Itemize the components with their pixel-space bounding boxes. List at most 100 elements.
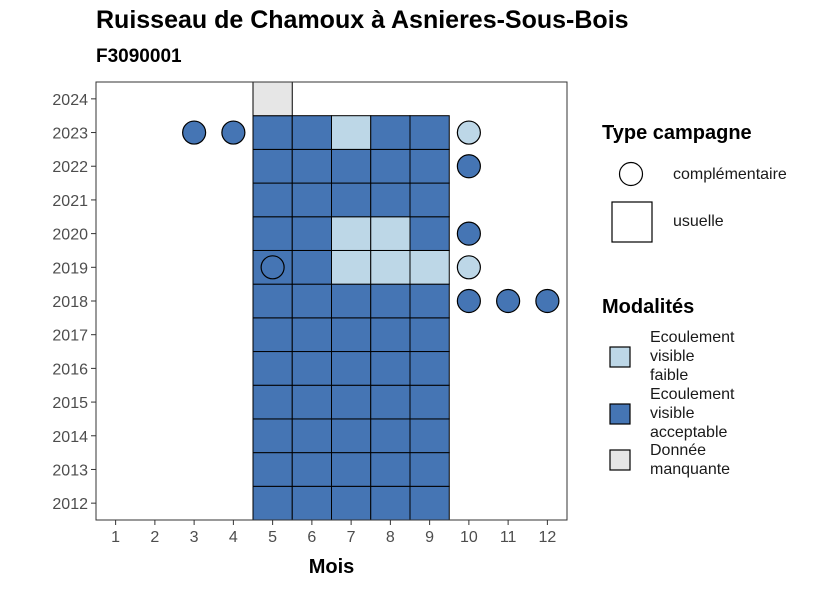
- legend-key-acceptable: [609, 403, 631, 425]
- y-tick-label-2017: 2017: [52, 328, 88, 345]
- tile-2019-6: [291, 249, 332, 285]
- point-2018-12: [535, 288, 560, 314]
- tile-2024-5: [252, 81, 293, 117]
- tile-2017-6: [291, 317, 332, 353]
- tile-2012-8: [370, 485, 411, 521]
- y-tick-label-2014: 2014: [52, 429, 88, 446]
- tile-2017-7: [331, 317, 372, 353]
- point-2023-10: [456, 120, 481, 145]
- legend-key-faible: [609, 346, 631, 368]
- tile-2015-9: [409, 384, 450, 420]
- legend-type-campagne-title: Type campagne: [602, 122, 752, 144]
- tile-2012-7: [331, 485, 372, 521]
- tile-2020-6: [291, 216, 332, 251]
- tile-2018-5: [252, 283, 293, 319]
- tile-2016-8: [370, 351, 411, 386]
- x-tick-label-5: 5: [268, 529, 277, 546]
- tile-2020-7: [331, 216, 372, 251]
- point-2019-10: [456, 255, 481, 280]
- legend-label-acceptable: Ecoulement visible acceptable: [650, 386, 735, 441]
- tile-2014-6: [291, 418, 332, 454]
- tile-2017-8: [370, 317, 411, 353]
- y-tick-label-2016: 2016: [52, 361, 88, 378]
- tile-2018-7: [331, 283, 372, 319]
- tile-2022-7: [331, 148, 372, 184]
- tile-2021-8: [370, 182, 411, 218]
- tile-2013-7: [331, 452, 372, 487]
- x-tick-label-7: 7: [347, 529, 356, 546]
- tile-2018-6: [291, 283, 332, 319]
- tile-2023-6: [291, 115, 332, 150]
- tile-2021-5: [252, 182, 293, 218]
- tile-2019-7: [331, 249, 372, 285]
- tile-2022-5: [252, 148, 293, 184]
- tile-2021-6: [291, 182, 332, 218]
- x-tick-label-10: 10: [460, 529, 478, 546]
- tile-2014-5: [252, 418, 293, 454]
- x-tick-label-12: 12: [538, 529, 556, 546]
- tile-2015-8: [370, 384, 411, 420]
- x-tick-label-4: 4: [229, 529, 238, 546]
- tile-2012-6: [291, 485, 332, 521]
- legend-key-manquante: [609, 449, 631, 471]
- tile-2017-9: [409, 317, 450, 353]
- x-tick-label-2: 2: [150, 529, 159, 546]
- y-tick-label-2022: 2022: [52, 159, 88, 176]
- chart-subtitle: F3090001: [96, 46, 182, 67]
- tile-2012-5: [252, 485, 293, 521]
- tile-2022-6: [291, 148, 332, 184]
- tile-2021-9: [409, 182, 450, 218]
- legend-label-manquante: Donnée manquante: [650, 442, 731, 478]
- tile-2019-8: [370, 249, 411, 285]
- y-tick-label-2020: 2020: [52, 227, 88, 244]
- tile-2014-9: [409, 418, 450, 454]
- tile-2014-8: [370, 418, 411, 454]
- point-2022-10: [456, 154, 481, 179]
- tile-2013-6: [291, 452, 332, 487]
- tile-2018-9: [409, 283, 450, 319]
- point-2020-10: [456, 221, 481, 246]
- tile-2015-6: [291, 384, 332, 420]
- legend-label-usuelle: usuelle: [673, 213, 724, 230]
- x-tick-label-8: 8: [386, 529, 395, 546]
- legend-label-faible: Ecoulement visible faible: [650, 329, 735, 384]
- tile-2015-5: [252, 384, 293, 420]
- point-2023-4: [221, 120, 246, 145]
- tile-2021-7: [331, 182, 372, 218]
- x-axis-title: Mois: [309, 556, 355, 578]
- tile-2022-8: [370, 148, 411, 184]
- point-2023-3: [182, 120, 207, 145]
- legend-modalites-title: Modalités: [602, 296, 695, 318]
- x-tick-label-1: 1: [111, 529, 120, 546]
- tile-2023-9: [409, 115, 450, 150]
- y-tick-label-2023: 2023: [52, 126, 88, 143]
- tile-2016-5: [252, 351, 293, 386]
- tile-2016-6: [291, 351, 332, 386]
- tile-2013-8: [370, 452, 411, 487]
- point-2019-5: [260, 255, 285, 280]
- legend-label-complementaire: complémentaire: [673, 166, 787, 183]
- chart-title: Ruisseau de Chamoux à Asnieres-Sous-Bois: [96, 6, 629, 34]
- tile-2019-9: [409, 249, 450, 285]
- tile-2017-5: [252, 317, 293, 353]
- tile-2015-7: [331, 384, 372, 420]
- y-tick-label-2018: 2018: [52, 294, 88, 311]
- tile-2023-5: [252, 115, 293, 150]
- y-tick-label-2012: 2012: [52, 496, 88, 513]
- y-tick-label-2015: 2015: [52, 395, 88, 412]
- tile-2016-9: [409, 351, 450, 386]
- tile-2022-9: [409, 148, 450, 184]
- tile-2020-9: [409, 216, 450, 251]
- legend-key-usuelle: [611, 201, 653, 243]
- point-2018-10: [456, 288, 481, 314]
- tile-2014-7: [331, 418, 372, 454]
- x-tick-label-9: 9: [425, 529, 434, 546]
- legend-key-complementaire: [618, 161, 644, 187]
- tile-2016-7: [331, 351, 372, 386]
- tile-2013-9: [409, 452, 450, 487]
- tile-2020-5: [252, 216, 293, 251]
- y-tick-label-2021: 2021: [52, 193, 88, 210]
- x-tick-label-11: 11: [500, 529, 517, 546]
- tile-2023-8: [370, 115, 411, 150]
